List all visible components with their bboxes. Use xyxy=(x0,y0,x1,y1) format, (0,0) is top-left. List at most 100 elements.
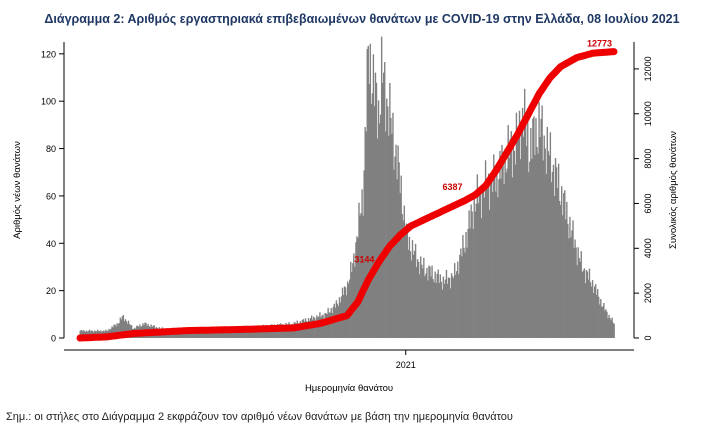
daily-bar xyxy=(572,220,574,338)
daily-bar xyxy=(515,112,518,338)
daily-bar xyxy=(486,188,489,338)
daily-bar xyxy=(507,125,509,339)
daily-bar xyxy=(125,321,128,338)
daily-bar xyxy=(558,200,561,338)
daily-bar xyxy=(439,274,441,338)
daily-bar xyxy=(518,110,521,338)
daily-bar xyxy=(278,325,280,338)
daily-bar xyxy=(598,296,600,338)
daily-bar xyxy=(426,267,428,338)
daily-bar xyxy=(582,270,584,338)
daily-bar xyxy=(556,187,559,338)
daily-bar xyxy=(455,274,457,338)
daily-bar xyxy=(381,83,384,338)
daily-bar xyxy=(375,82,378,339)
daily-bar xyxy=(457,261,459,338)
daily-bar xyxy=(120,319,123,338)
daily-bar xyxy=(289,325,291,338)
daily-bar xyxy=(592,292,595,338)
daily-bar xyxy=(366,48,368,338)
daily-bar xyxy=(233,329,236,338)
daily-bar xyxy=(562,215,564,338)
daily-bar xyxy=(490,182,492,338)
daily-bar xyxy=(442,276,445,338)
daily-bar xyxy=(190,330,192,338)
daily-bar xyxy=(121,316,124,338)
daily-bar xyxy=(292,325,294,338)
daily-bar xyxy=(474,211,476,338)
daily-bar xyxy=(550,182,553,338)
daily-bar xyxy=(250,329,252,338)
daily-bar xyxy=(269,327,272,338)
daily-bar xyxy=(535,118,537,338)
y-axis-label: Αριθμός νέων θανάτων xyxy=(12,141,23,239)
daily-bar xyxy=(373,106,376,339)
daily-bar xyxy=(568,238,570,338)
left-tick-label: 0 xyxy=(51,334,56,344)
daily-bar xyxy=(412,254,415,338)
daily-bar xyxy=(610,319,612,338)
daily-bar xyxy=(117,324,119,338)
daily-bar xyxy=(429,266,431,338)
daily-bar xyxy=(343,286,346,338)
daily-bar xyxy=(487,173,490,338)
daily-bar xyxy=(460,248,462,338)
daily-bar xyxy=(573,247,575,338)
daily-bar xyxy=(116,323,118,338)
right-tick-label: 2000 xyxy=(643,283,653,303)
daily-bar xyxy=(306,322,309,338)
daily-bar xyxy=(443,283,446,338)
daily-bar xyxy=(228,328,231,338)
daily-bar xyxy=(82,330,84,338)
daily-bar xyxy=(603,302,605,338)
daily-bar xyxy=(371,93,374,339)
daily-bar xyxy=(557,163,560,338)
daily-bar xyxy=(509,138,511,338)
daily-bar xyxy=(468,210,470,338)
daily-bar xyxy=(421,264,423,338)
daily-bar xyxy=(602,306,604,338)
daily-bar xyxy=(393,169,395,338)
daily-bar xyxy=(544,148,546,338)
daily-bar xyxy=(435,283,437,338)
daily-bar xyxy=(199,330,202,338)
daily-bar xyxy=(545,174,547,338)
daily-bar xyxy=(355,242,357,338)
daily-bar xyxy=(196,331,199,338)
daily-bar xyxy=(317,317,319,338)
daily-bar xyxy=(118,322,120,338)
daily-bar xyxy=(479,187,482,338)
daily-bar xyxy=(384,62,386,338)
daily-bar xyxy=(432,279,434,338)
daily-bar xyxy=(222,329,224,338)
daily-bar xyxy=(484,160,487,338)
daily-bar xyxy=(467,228,469,338)
daily-bar xyxy=(445,269,448,338)
daily-bar xyxy=(532,118,534,338)
daily-bar xyxy=(571,230,573,338)
daily-bar xyxy=(480,218,483,338)
daily-bar xyxy=(113,324,115,338)
daily-bar xyxy=(221,328,223,338)
daily-bar xyxy=(405,223,408,338)
daily-bar xyxy=(609,318,611,338)
daily-bar xyxy=(193,330,196,338)
daily-bar xyxy=(549,132,552,338)
daily-bar xyxy=(188,331,190,338)
daily-bar xyxy=(238,329,241,338)
daily-bar xyxy=(127,320,130,338)
daily-bar xyxy=(595,294,598,338)
daily-bar xyxy=(433,282,435,338)
daily-bar xyxy=(398,162,400,338)
daily-bar xyxy=(119,317,121,338)
daily-bar xyxy=(298,323,301,338)
daily-bar xyxy=(606,311,608,338)
daily-bar xyxy=(481,186,484,338)
daily-bar xyxy=(430,276,432,338)
daily-bar xyxy=(522,136,525,338)
daily-bar xyxy=(523,88,526,339)
daily-bar xyxy=(370,103,373,338)
daily-bar xyxy=(276,326,278,338)
daily-bar xyxy=(219,330,221,338)
